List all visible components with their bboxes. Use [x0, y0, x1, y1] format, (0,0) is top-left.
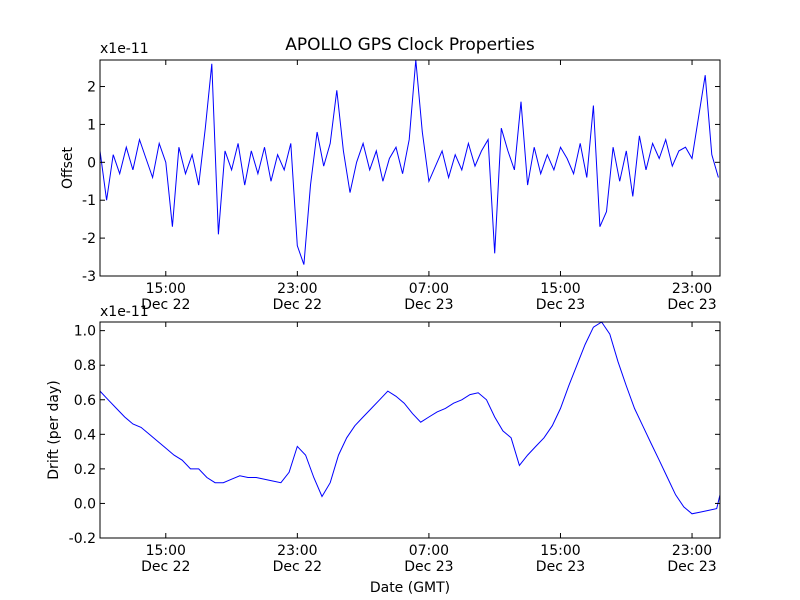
drift-x-tick-date: Dec 23	[404, 559, 453, 575]
drift-x-tick-time: 07:00	[409, 543, 449, 559]
offset-y-ticks: -3 -2 -1 0 1 2	[82, 80, 720, 285]
offset-plot-frame	[99, 59, 721, 277]
drift-y-tick-label: 0.2	[74, 462, 96, 478]
offset-chart: APOLLO GPS Clock Properties x1e-11 Offse…	[60, 35, 721, 313]
offset-y-tick-label: -1	[82, 193, 96, 209]
offset-x-tick-time: 23:00	[277, 281, 317, 297]
drift-y-multiplier: x1e-11	[100, 304, 149, 320]
offset-series	[99, 59, 719, 265]
offset-y-axis-label: Offset	[60, 146, 76, 189]
drift-y-tick-label: 0.0	[74, 496, 96, 512]
drift-x-tick-time: 23:00	[277, 543, 317, 559]
drift-y-tick-label: 0.6	[74, 393, 96, 409]
offset-x-tick-date: Dec 23	[667, 297, 716, 313]
offset-x-tick-time: 15:00	[146, 281, 186, 297]
drift-y-axis-label: Drift (per day)	[46, 380, 62, 479]
offset-x-tick-date: Dec 22	[273, 297, 322, 313]
drift-y-tick-label: -0.2	[69, 531, 96, 547]
drift-x-tick-date: Dec 23	[536, 559, 585, 575]
drift-x-tick-date: Dec 22	[141, 559, 190, 575]
drift-x-tick-date: Dec 22	[273, 559, 322, 575]
offset-x-tick-time: 15:00	[540, 281, 580, 297]
offset-y-tick-label: -3	[82, 269, 96, 285]
offset-x-tick-time: 23:00	[672, 281, 712, 297]
offset-y-tick-label: -2	[82, 231, 96, 247]
offset-y-tick-label: 0	[87, 155, 96, 171]
offset-series-line	[99, 59, 719, 265]
offset-y-multiplier: x1e-11	[100, 41, 149, 57]
drift-x-tick-time: 15:00	[146, 543, 186, 559]
drift-y-ticks: -0.2 0.0 0.2 0.4 0.6 0.8 1.0	[69, 324, 720, 547]
drift-series-line	[99, 321, 721, 515]
drift-chart: x1e-11 Drift (per day) Date (GMT) -0.2 0.…	[46, 304, 721, 596]
offset-y-tick-label: 2	[87, 80, 96, 96]
drift-plot-frame	[99, 321, 721, 539]
offset-x-tick-date: Dec 22	[141, 297, 190, 313]
drift-y-tick-label: 1.0	[74, 324, 96, 340]
drift-x-tick-time: 15:00	[540, 543, 580, 559]
offset-x-tick-date: Dec 23	[536, 297, 585, 313]
drift-x-tick-time: 23:00	[672, 543, 712, 559]
offset-x-tick-time: 07:00	[409, 281, 449, 297]
drift-x-tick-date: Dec 23	[667, 559, 716, 575]
chart-title: APOLLO GPS Clock Properties	[285, 35, 535, 55]
drift-y-tick-label: 0.8	[74, 358, 96, 374]
offset-y-tick-label: 1	[87, 117, 96, 133]
drift-series	[99, 321, 721, 515]
drift-x-axis-label: Date (GMT)	[370, 580, 450, 596]
offset-x-tick-date: Dec 23	[404, 297, 453, 313]
drift-y-tick-label: 0.4	[74, 427, 96, 443]
